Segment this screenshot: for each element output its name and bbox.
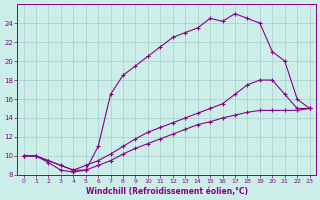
X-axis label: Windchill (Refroidissement éolien,°C): Windchill (Refroidissement éolien,°C) [85,187,248,196]
